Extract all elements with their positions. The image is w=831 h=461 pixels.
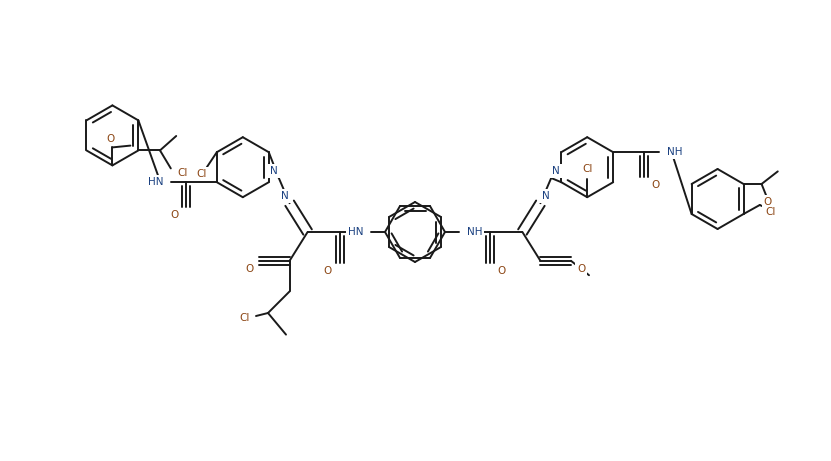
Text: O: O [245, 264, 253, 274]
Text: Cl: Cl [197, 169, 207, 179]
Text: O: O [324, 266, 332, 276]
Text: O: O [764, 197, 772, 207]
Text: O: O [652, 180, 660, 190]
Text: HN: HN [148, 177, 164, 187]
Text: O: O [577, 264, 585, 274]
Text: N: N [281, 191, 288, 201]
Text: NH: NH [467, 227, 482, 237]
Text: Cl: Cl [582, 164, 593, 174]
Text: HN: HN [347, 227, 363, 237]
Text: O: O [106, 135, 115, 144]
Text: O: O [170, 210, 179, 220]
Text: NH: NH [666, 147, 682, 157]
Text: Cl: Cl [239, 313, 250, 323]
Text: Cl: Cl [178, 168, 188, 178]
Text: N: N [542, 191, 549, 201]
Text: O: O [498, 266, 506, 276]
Text: N: N [553, 166, 560, 176]
Text: Cl: Cl [765, 207, 776, 217]
Text: N: N [270, 166, 278, 176]
